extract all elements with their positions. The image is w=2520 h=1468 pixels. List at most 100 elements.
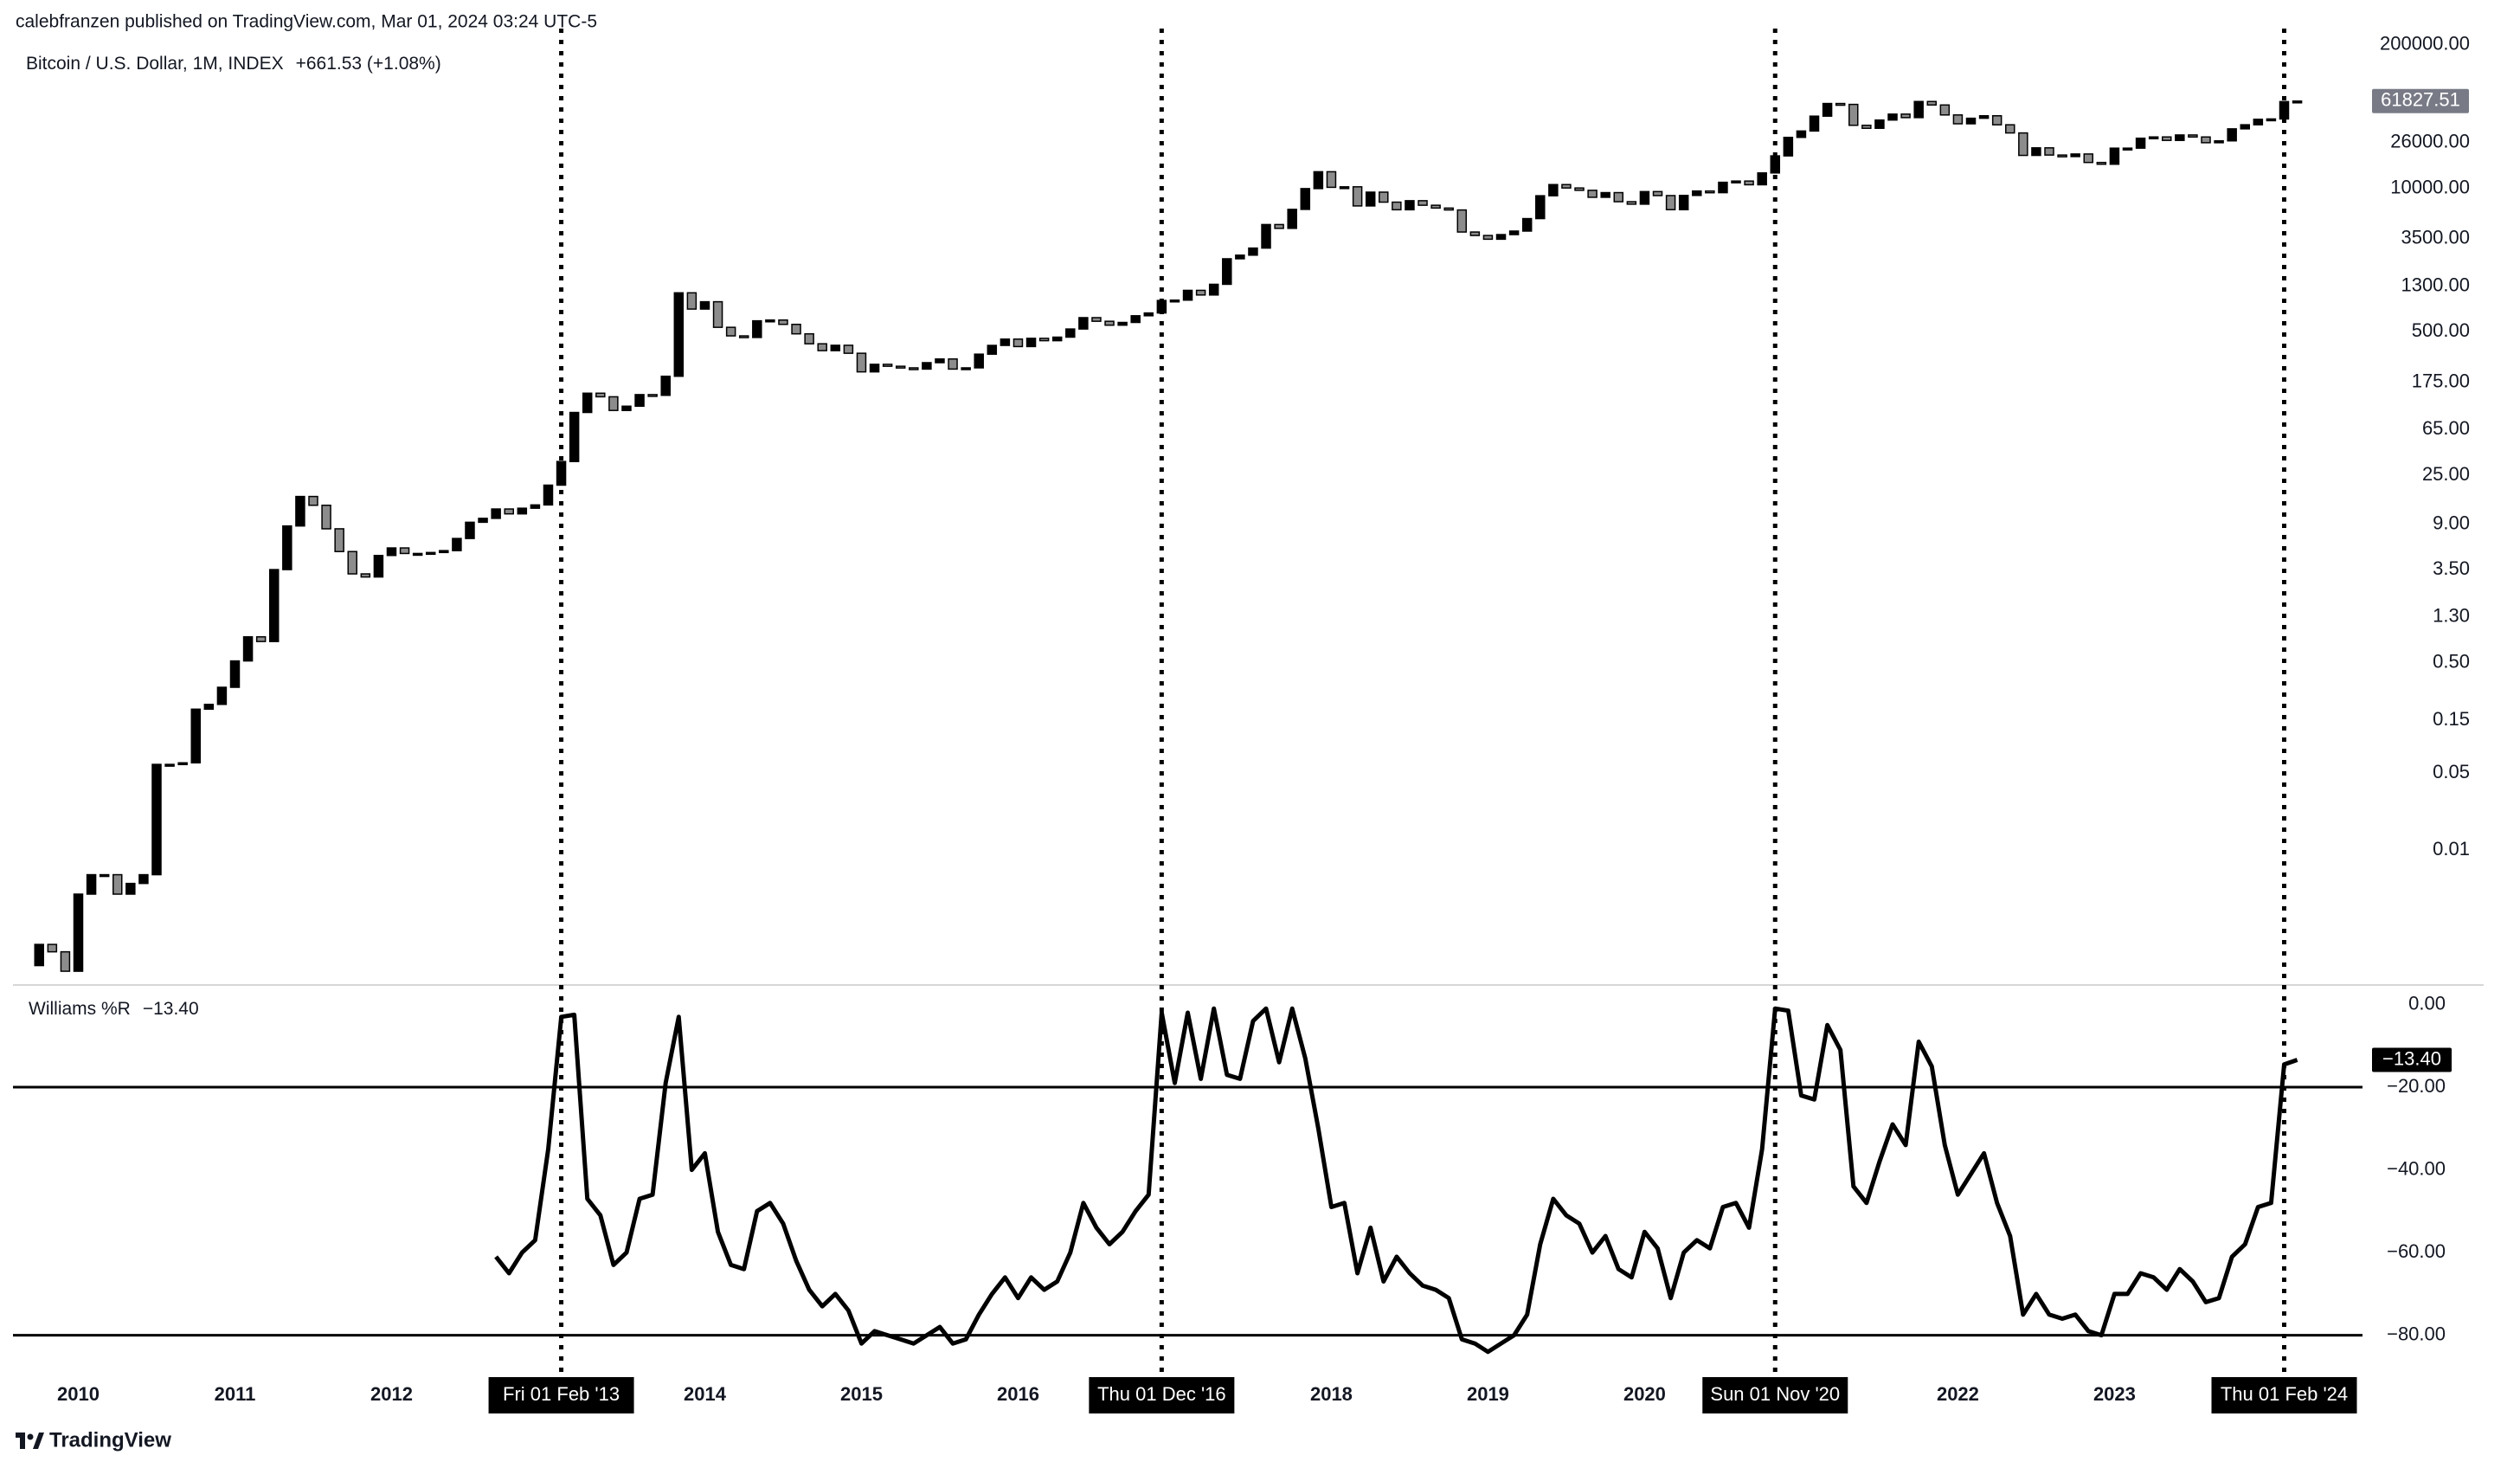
candle xyxy=(1861,125,1872,129)
candle xyxy=(608,396,619,411)
publish-caption: calebfranzen published on TradingView.co… xyxy=(16,12,597,32)
candle xyxy=(752,319,762,338)
y-tick-label: 200000.00 xyxy=(2380,33,2470,55)
candle xyxy=(373,554,384,578)
crosshair-date-label: Thu 01 Dec '16 xyxy=(1097,1383,1226,1405)
candle xyxy=(439,550,449,554)
candle xyxy=(1521,217,1533,232)
candle xyxy=(1235,254,1245,260)
symbol-title: Bitcoin / U.S. Dollar, 1M, INDEX +661.53 … xyxy=(26,54,441,74)
y-tick-label: 9.00 xyxy=(2433,512,2470,534)
candle xyxy=(282,525,292,570)
candle xyxy=(1208,283,1219,296)
candle xyxy=(2031,147,2041,157)
candle xyxy=(543,484,554,506)
candle xyxy=(1274,223,1284,229)
last-value-box xyxy=(2372,1047,2452,1072)
candle xyxy=(1809,115,1820,132)
candle xyxy=(112,873,123,895)
x-tick-label: 2023 xyxy=(2093,1383,2136,1405)
candle xyxy=(478,518,488,524)
candle xyxy=(1130,315,1141,324)
candle xyxy=(1248,247,1258,256)
y-tick-label: 25.00 xyxy=(2422,463,2470,485)
y-tick-label: 10000.00 xyxy=(2390,176,2470,197)
price-change: +661.53 (+1.08%) xyxy=(296,54,441,74)
candle xyxy=(1705,190,1715,194)
candle xyxy=(1261,223,1271,249)
indicator-title: Williams %R −13.40 xyxy=(29,999,199,1019)
candle xyxy=(73,893,84,972)
candle xyxy=(961,367,971,370)
candle xyxy=(1182,289,1193,301)
candle xyxy=(2292,100,2303,104)
candle xyxy=(1117,321,1128,326)
candle xyxy=(1000,338,1011,346)
candle xyxy=(1430,204,1441,209)
indicator-name: Williams %R xyxy=(29,999,131,1019)
candle xyxy=(1796,130,1807,138)
candle xyxy=(725,326,736,337)
candle xyxy=(1926,100,1938,106)
y-tick-label: 0.01 xyxy=(2433,838,2470,860)
candle xyxy=(1874,119,1885,129)
y-tick-label: 1300.00 xyxy=(2401,274,2470,295)
candle xyxy=(308,495,318,506)
y-tick-label: 3.50 xyxy=(2433,557,2470,579)
y-tick-label: 0.05 xyxy=(2433,761,2470,782)
candle xyxy=(1652,190,1663,196)
candle xyxy=(60,950,71,972)
candle xyxy=(556,460,567,486)
symbol-name: Bitcoin / U.S. Dollar, 1M, INDEX xyxy=(26,54,284,74)
candle xyxy=(99,873,110,878)
candle xyxy=(1900,113,1911,119)
candle xyxy=(1339,186,1350,190)
brand-name: TradingView xyxy=(49,1428,171,1452)
candle xyxy=(595,392,606,398)
candle xyxy=(1587,190,1598,198)
candle xyxy=(2188,134,2198,138)
candle xyxy=(2148,136,2159,139)
candle xyxy=(1469,231,1481,236)
y-tick-label: 26000.00 xyxy=(2390,131,2470,152)
x-tick-label: 2022 xyxy=(1937,1383,1979,1405)
candle xyxy=(1379,191,1389,203)
candle xyxy=(1418,200,1428,206)
crosshair-date-label: Sun 01 Nov '20 xyxy=(1710,1383,1840,1405)
y-tick-label: 65.00 xyxy=(2422,417,2470,439)
candle xyxy=(1665,195,1676,210)
candle xyxy=(1195,289,1206,296)
candle xyxy=(47,943,58,953)
candle xyxy=(2096,161,2107,165)
candle xyxy=(2083,153,2094,164)
candle xyxy=(856,352,867,373)
candle xyxy=(34,943,44,967)
y-tick-label: 0.00 xyxy=(2408,992,2446,1014)
candle xyxy=(2135,137,2146,149)
candle xyxy=(2253,119,2264,126)
candle xyxy=(1038,338,1050,342)
candle xyxy=(909,367,919,370)
y-tick-label: 0.50 xyxy=(2433,651,2470,673)
x-tick-label: 2010 xyxy=(57,1383,100,1405)
candle xyxy=(517,507,528,515)
candle xyxy=(1718,181,1728,194)
candle xyxy=(255,635,267,642)
candle xyxy=(1965,117,1977,125)
candle xyxy=(712,300,723,328)
candle xyxy=(1078,317,1089,330)
candle xyxy=(1744,180,1754,186)
candle xyxy=(1678,195,1689,210)
candle xyxy=(974,353,984,369)
candle xyxy=(895,365,906,369)
candle xyxy=(425,551,436,556)
x-tick-label: 2012 xyxy=(370,1383,413,1405)
candle xyxy=(1352,186,1363,207)
candle xyxy=(177,762,188,766)
candle xyxy=(830,344,841,351)
candle xyxy=(1913,100,1924,119)
candle xyxy=(1222,258,1232,286)
y-tick-label: 1.30 xyxy=(2433,605,2470,627)
